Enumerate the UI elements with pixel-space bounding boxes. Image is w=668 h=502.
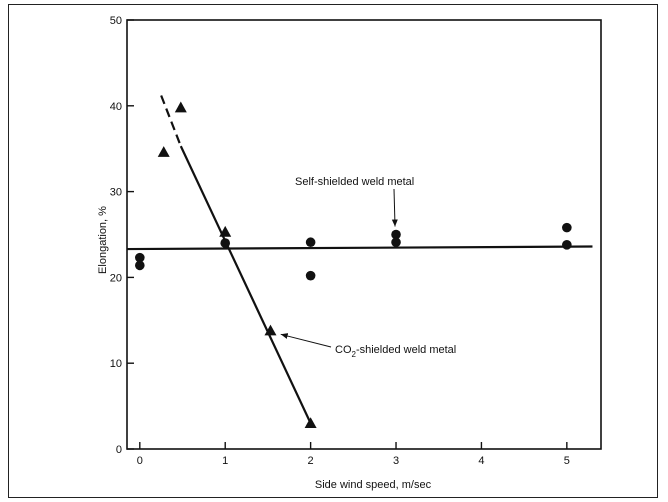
elongation-chart: 0 10 20 30 40 50 0 1 2 3 4 5 Elongation, % Side win… (9, 5, 657, 497)
co2-annotation-part-1: CO (335, 344, 352, 356)
y-tick-label: 0 (116, 444, 122, 456)
y-tick-label: 30 (110, 187, 122, 199)
self-shielded-fit-line (127, 247, 592, 250)
self-shielded-point (135, 261, 145, 271)
y-tick-label: 10 (110, 358, 122, 370)
plot-area-border (127, 20, 601, 449)
x-tick-label: 1 (222, 455, 228, 467)
self-shielded-point (306, 271, 316, 281)
co2-fit-line-dashed (161, 96, 181, 147)
x-tick-label: 0 (137, 455, 143, 467)
self-shielded-point (306, 237, 316, 247)
self-shielded-point (562, 240, 572, 250)
y-tick-label: 20 (110, 272, 122, 284)
self-shielded-point (220, 238, 230, 248)
y-tick-label: 50 (110, 15, 122, 27)
co2-shielded-point (175, 102, 187, 113)
co2-annotation-part-2: -shielded weld metal (356, 344, 456, 356)
self-shielded-annotation: Self-shielded weld metal (295, 176, 414, 188)
y-axis-label: Elongation, % (97, 206, 109, 274)
x-axis-label: Side wind speed, m/sec (315, 479, 432, 491)
y-tick-label: 40 (110, 101, 122, 113)
self-shielded-annotation-arrow (394, 189, 395, 227)
self-shielded-point (562, 223, 572, 233)
co2-fit-line (181, 146, 311, 423)
x-tick-label: 4 (478, 455, 484, 467)
co2-shielded-annotation-arrow (281, 334, 331, 347)
co2-shielded-point (158, 146, 170, 157)
self-shielded-point (391, 237, 401, 247)
x-tick-label: 3 (393, 455, 399, 467)
x-tick-label: 2 (308, 455, 314, 467)
x-tick-label: 5 (564, 455, 570, 467)
figure-frame: 0 10 20 30 40 50 0 1 2 3 4 5 Elongation, % Side win… (8, 4, 658, 498)
co2-shielded-annotation: CO2-shielded weld metal (335, 344, 456, 359)
co2-shielded-point (305, 417, 317, 428)
